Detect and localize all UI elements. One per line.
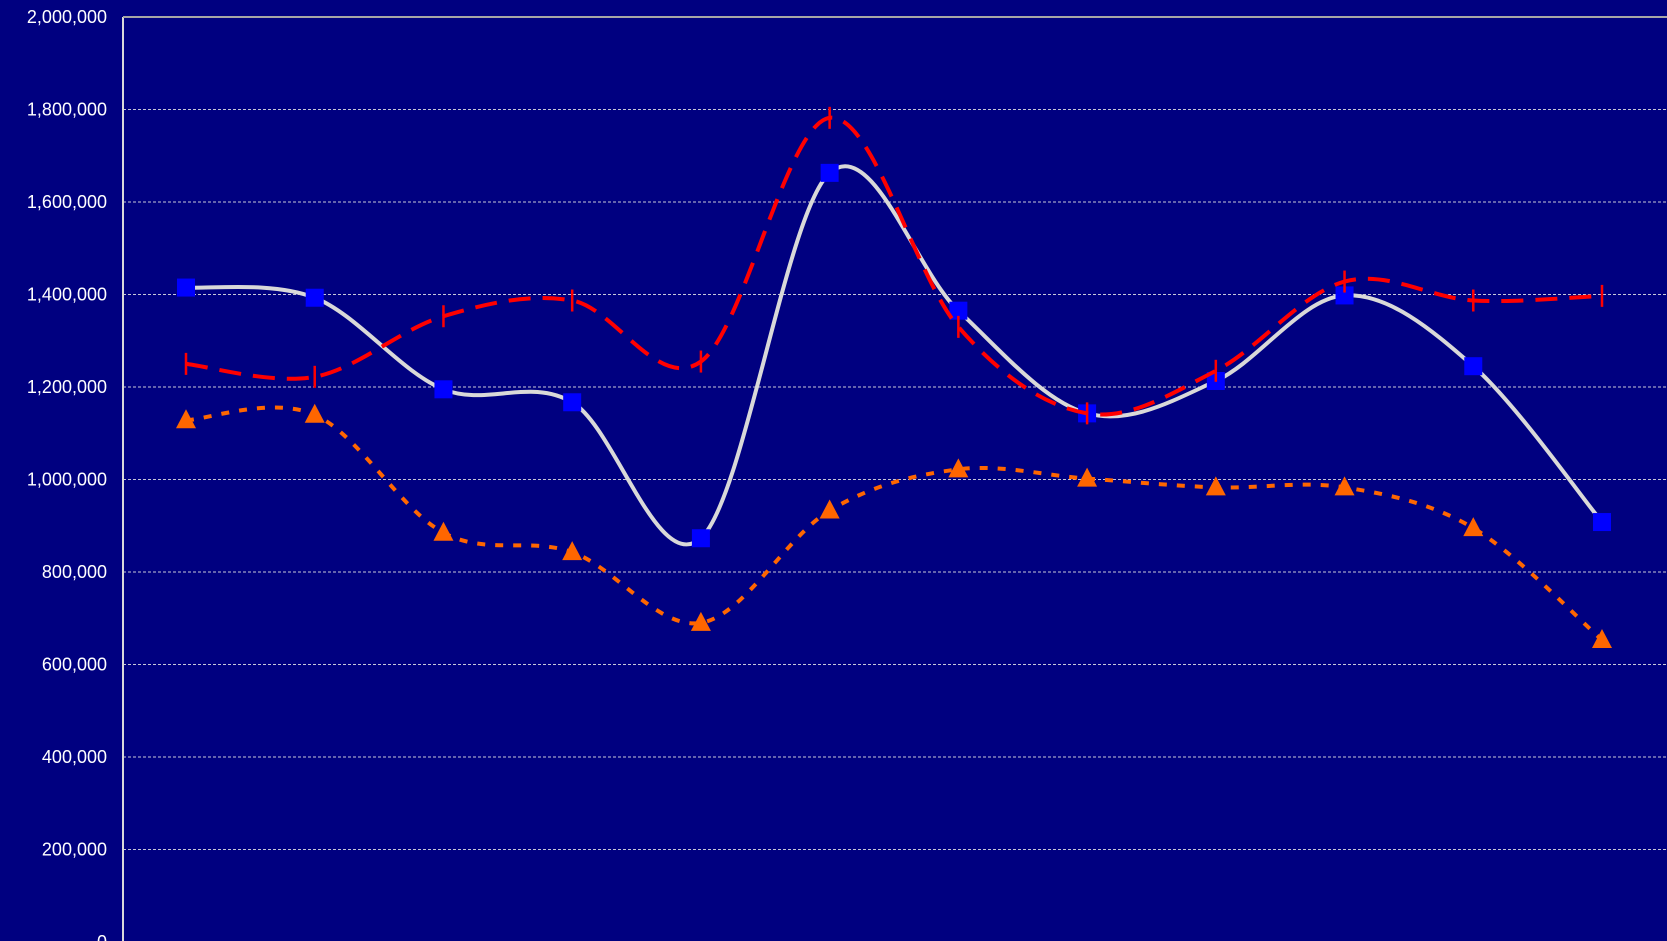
y-tick-label: 200,000 bbox=[42, 840, 107, 860]
data-point-marker bbox=[176, 409, 196, 429]
y-tick-label: 1,400,000 bbox=[27, 285, 107, 305]
series-line bbox=[185, 405, 1604, 642]
data-point-marker bbox=[690, 611, 711, 631]
data-point-marker bbox=[948, 458, 969, 478]
y-tick-label: 400,000 bbox=[42, 747, 107, 767]
y-tick-label: 1,000,000 bbox=[27, 470, 107, 490]
data-point-marker bbox=[1464, 357, 1483, 376]
data-point-marker bbox=[1335, 286, 1354, 305]
series-3 bbox=[176, 403, 1612, 648]
data-point-marker bbox=[819, 499, 840, 519]
y-tick-label: 2,000,000 bbox=[27, 7, 107, 27]
y-tick-label: 600,000 bbox=[42, 655, 107, 675]
series-2 bbox=[184, 106, 1604, 425]
data-point-marker bbox=[563, 393, 582, 412]
data-point-marker bbox=[1463, 517, 1484, 537]
y-tick-label: 1,800,000 bbox=[27, 100, 107, 120]
data-point-marker bbox=[1077, 467, 1098, 487]
series bbox=[176, 106, 1612, 648]
y-tick-label: 0 bbox=[97, 932, 107, 941]
data-point-marker bbox=[305, 288, 324, 307]
axes bbox=[122, 16, 1667, 941]
gridlines bbox=[123, 109, 1667, 850]
data-point-marker bbox=[1205, 476, 1226, 496]
y-tick-label: 1,600,000 bbox=[27, 192, 107, 212]
data-point-marker bbox=[1334, 476, 1355, 496]
data-point-marker bbox=[1593, 513, 1611, 532]
y-tick-labels: 0 200,000 400,000 600,000 800,000 1,000,000 1,… bbox=[27, 7, 107, 941]
data-point-marker bbox=[433, 521, 454, 541]
data-point-marker bbox=[434, 380, 453, 399]
series-1 bbox=[177, 163, 1611, 548]
data-point-marker bbox=[820, 163, 839, 182]
data-point-marker bbox=[304, 403, 325, 423]
y-tick-label: 800,000 bbox=[42, 562, 107, 582]
y-tick-label: 1,200,000 bbox=[27, 377, 107, 397]
data-point-marker bbox=[177, 278, 195, 297]
data-point-marker bbox=[949, 301, 968, 320]
data-point-marker bbox=[562, 541, 583, 561]
data-point-marker bbox=[691, 529, 710, 548]
data-point-marker bbox=[1592, 628, 1612, 648]
